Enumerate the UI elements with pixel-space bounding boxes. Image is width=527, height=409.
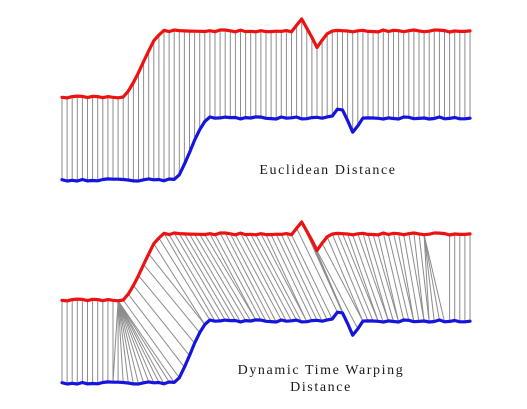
alignment-connector xyxy=(414,233,424,321)
alignment-connector xyxy=(113,301,118,382)
alignment-connector xyxy=(276,234,317,320)
alignment-connector xyxy=(118,301,164,384)
euclidean-panel xyxy=(62,19,470,181)
alignment-connector xyxy=(179,234,230,321)
alignment-connector xyxy=(133,285,189,355)
alignment-connector xyxy=(210,234,256,320)
alignment-connector xyxy=(424,235,434,322)
euclidean-distance-label: Euclidean Distance xyxy=(228,162,428,179)
alignment-connector xyxy=(419,234,429,322)
dtw-panel xyxy=(62,222,470,384)
alignment-connector xyxy=(256,235,302,322)
alignment-connector xyxy=(373,234,399,321)
alignment-connector xyxy=(261,234,307,322)
alignment-connector xyxy=(363,233,389,321)
dtw-label-line1: Dynamic Time Warping xyxy=(196,362,446,379)
alignment-connector xyxy=(241,233,287,321)
alignment-connector xyxy=(297,228,338,312)
alignment-connector xyxy=(251,234,297,320)
alignment-connector xyxy=(174,233,225,320)
alignment-connector xyxy=(230,234,276,322)
dtw-distance-label: Dynamic Time Warping Distance xyxy=(196,362,446,396)
alignment-connector xyxy=(144,264,200,332)
alignment-connector xyxy=(266,235,307,322)
euclidean-connectors xyxy=(62,19,470,181)
dtw-connectors xyxy=(62,222,470,384)
alignment-connector xyxy=(317,251,358,329)
dtw-label-line2: Distance xyxy=(196,379,446,396)
